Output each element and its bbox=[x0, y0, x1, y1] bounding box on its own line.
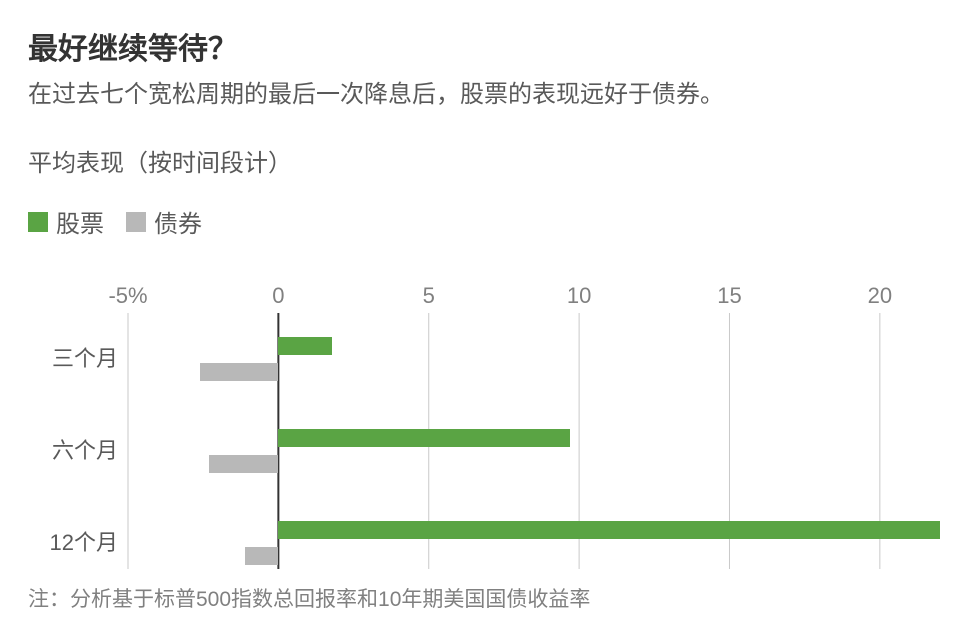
chart-plot: -5% 0 5 10 15 20 三个月六个月 12个月 bbox=[28, 283, 940, 569]
category-label: 六个月 bbox=[28, 433, 118, 465]
bar-stocks bbox=[278, 521, 940, 539]
bar-bonds bbox=[245, 547, 278, 565]
chart-footnote: 注：分析基于标普500指数总回报率和10年期美国国债收益率 bbox=[28, 583, 940, 613]
bar-stocks bbox=[278, 337, 332, 355]
category-label: 三个月 bbox=[28, 341, 118, 373]
legend-label-bonds: 债券 bbox=[154, 204, 202, 239]
chart-title: 最好继续等待？ bbox=[28, 24, 940, 68]
x-tick-label: 20 bbox=[868, 283, 892, 309]
x-tick-label: -5% bbox=[108, 283, 147, 309]
legend: 股票 债券 bbox=[28, 204, 940, 239]
bar-bonds bbox=[209, 455, 278, 473]
x-tick-label: 0 bbox=[272, 283, 284, 309]
axis-title: 平均表现（按时间段计） bbox=[28, 143, 940, 178]
legend-item-stocks: 股票 bbox=[28, 204, 104, 239]
legend-label-stocks: 股票 bbox=[56, 204, 104, 239]
legend-swatch-stocks bbox=[28, 212, 48, 232]
legend-item-bonds: 债券 bbox=[126, 204, 202, 239]
bar-stocks bbox=[278, 429, 570, 447]
legend-swatch-bonds bbox=[126, 212, 146, 232]
x-tick-label: 15 bbox=[717, 283, 741, 309]
x-tick-label: 5 bbox=[423, 283, 435, 309]
category-label: 12个月 bbox=[28, 525, 118, 557]
x-tick-label: 10 bbox=[567, 283, 591, 309]
chart-subtitle: 在过去七个宽松周期的最后一次降息后，股票的表现远好于债券。 bbox=[28, 74, 940, 109]
bar-bonds bbox=[200, 363, 278, 381]
